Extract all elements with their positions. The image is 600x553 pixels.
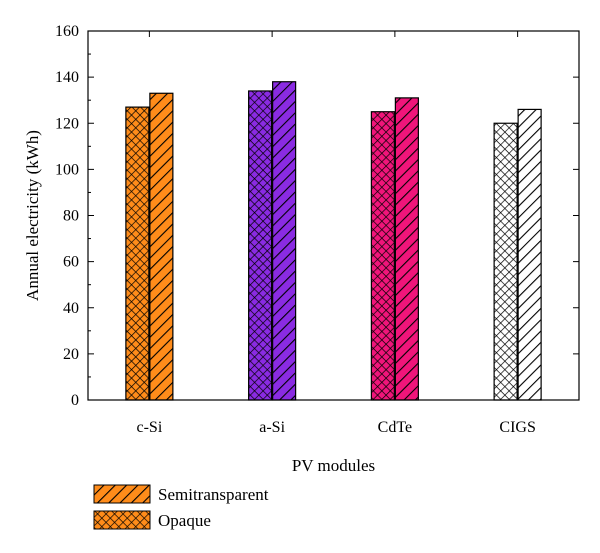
y-tick-label: 60: [63, 254, 79, 271]
bar-c-si-semitransparent: [149, 92, 174, 401]
y-axis: 0 20 40 60 80 100 120 140 160: [55, 23, 579, 409]
y-tick-label: 100: [55, 161, 79, 178]
x-tick-label: CIGS: [499, 419, 535, 436]
y-tick-label: 140: [55, 69, 79, 86]
y-axis-title: Annual electricity (kWh): [23, 130, 42, 301]
y-tick-label: 0: [71, 392, 79, 409]
bar-cigs-semitransparent: [517, 108, 542, 401]
bar-cdte-opaque: [370, 111, 395, 401]
x-tick-label: a-Si: [259, 419, 285, 436]
legend: Semitransparent Opaque: [93, 484, 269, 530]
y-tick-label: 80: [63, 208, 79, 225]
legend-label-opaque: Opaque: [158, 511, 211, 530]
bar-cigs-opaque: [493, 122, 518, 401]
x-axis-title: PV modules: [292, 456, 375, 475]
y-tick-label: 160: [55, 23, 79, 40]
bar-cdte-semitransparent: [394, 97, 419, 401]
bar-a-si-semitransparent: [272, 81, 297, 401]
legend-swatch-semitransparent: [93, 484, 151, 504]
y-tick-label: 120: [55, 115, 79, 132]
legend-label-semitransparent: Semitransparent: [158, 485, 269, 504]
x-tick-label: CdTe: [378, 419, 412, 436]
bar-c-si-opaque: [125, 106, 150, 401]
bars: [125, 81, 542, 401]
x-axis: c-Si a-Si CdTe CIGS: [136, 31, 536, 436]
y-tick-label: 40: [63, 300, 79, 317]
bar-a-si-opaque: [248, 90, 273, 401]
y-tick-label: 20: [63, 346, 79, 363]
x-tick-label: c-Si: [136, 419, 162, 436]
plot-frame: [87, 30, 580, 401]
legend-swatch-opaque: [93, 510, 151, 530]
